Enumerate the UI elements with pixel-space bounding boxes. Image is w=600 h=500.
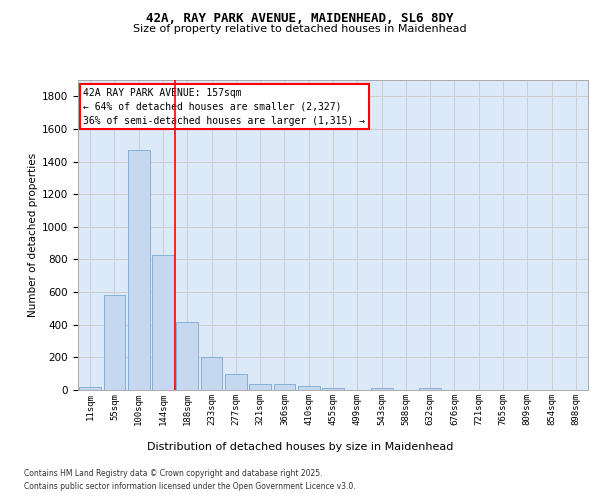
Text: Contains HM Land Registry data © Crown copyright and database right 2025.: Contains HM Land Registry data © Crown c… (24, 468, 323, 477)
Bar (419, 388, 441, 390)
Bar (104, 294, 125, 390)
Bar (371, 388, 392, 390)
Bar (298, 386, 320, 390)
Bar (200, 358, 223, 390)
Text: Distribution of detached houses by size in Maidenhead: Distribution of detached houses by size … (147, 442, 453, 452)
Bar (128, 150, 149, 390)
Bar (225, 374, 247, 390)
Bar (152, 254, 174, 390)
Bar (274, 384, 295, 390)
Text: Size of property relative to detached houses in Maidenhead: Size of property relative to detached ho… (133, 24, 467, 34)
Y-axis label: Number of detached properties: Number of detached properties (28, 153, 38, 317)
Text: Contains public sector information licensed under the Open Government Licence v3: Contains public sector information licen… (24, 482, 356, 491)
Bar (322, 388, 344, 390)
Bar (176, 322, 198, 390)
Text: 42A RAY PARK AVENUE: 157sqm
← 64% of detached houses are smaller (2,327)
36% of : 42A RAY PARK AVENUE: 157sqm ← 64% of det… (83, 88, 365, 126)
Text: 42A, RAY PARK AVENUE, MAIDENHEAD, SL6 8DY: 42A, RAY PARK AVENUE, MAIDENHEAD, SL6 8D… (146, 12, 454, 26)
Bar (79, 386, 101, 390)
Bar (249, 384, 271, 390)
